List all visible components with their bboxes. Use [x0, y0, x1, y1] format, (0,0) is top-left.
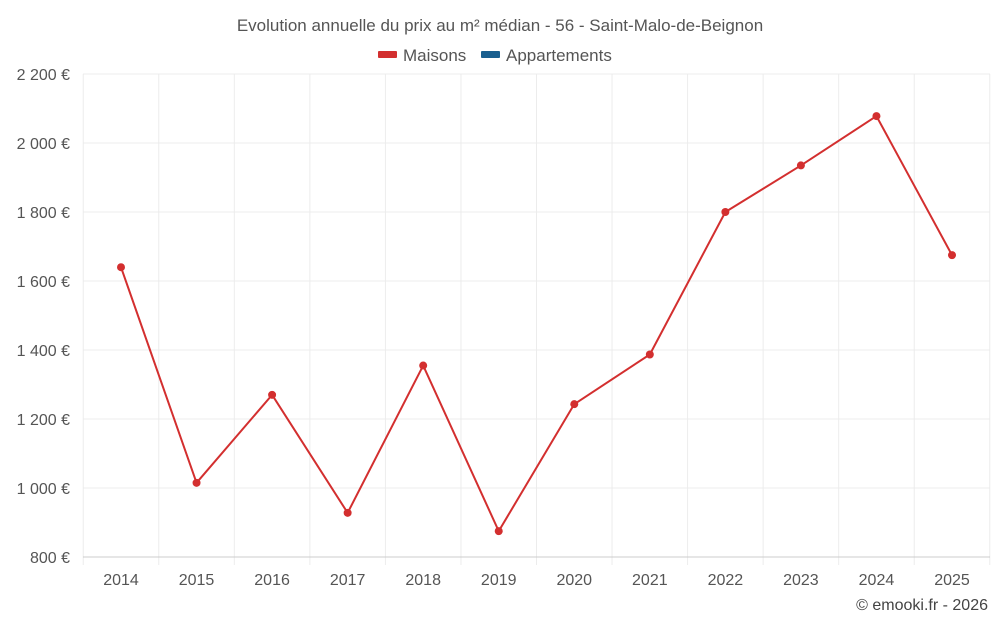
legend-label-maisons: Maisons: [403, 46, 466, 65]
x-tick-label: 2020: [556, 572, 592, 589]
legend-swatch-appartements: [481, 51, 500, 58]
data-point-maisons-2022[interactable]: [721, 208, 730, 216]
y-tick-label: 2 000 €: [17, 136, 70, 153]
data-point-maisons-2015[interactable]: [192, 478, 201, 487]
x-tick-label: 2019: [481, 572, 517, 589]
x-tick-label: 2025: [934, 572, 970, 589]
legend-swatch-maisons: [378, 51, 397, 58]
y-tick-label: 2 200 €: [17, 67, 70, 84]
data-point-maisons-2016[interactable]: [268, 390, 277, 399]
data-point-maisons-2019[interactable]: [494, 527, 503, 536]
x-axis-labels: 2014 2015 2016 2017 2018 2019 2020 2021 2022 2023…: [103, 572, 970, 589]
y-tick-label: 1 800 €: [17, 205, 70, 222]
x-tick-label: 2024: [859, 572, 895, 589]
legend-label-appartements: Appartements: [506, 46, 612, 65]
credit-text: © emooki.fr - 2026: [856, 597, 988, 614]
y-tick-label: 1 600 €: [17, 274, 70, 291]
data-point-maisons-2025[interactable]: [948, 251, 956, 260]
x-tick-label: 2023: [783, 572, 819, 589]
x-tick-label: 2015: [179, 572, 215, 589]
data-point-maisons-2017[interactable]: [343, 508, 352, 517]
y-tick-label: 1 400 €: [17, 343, 70, 360]
data-point-maisons-2024[interactable]: [872, 112, 881, 121]
y-tick-label: 1 000 €: [17, 481, 70, 498]
x-tick-label: 2014: [103, 572, 139, 589]
x-tick-label: 2017: [330, 572, 366, 589]
y-tick-label: 1 200 €: [17, 412, 70, 429]
data-point-maisons-2020[interactable]: [570, 400, 579, 409]
data-point-maisons-2021[interactable]: [645, 350, 654, 359]
data-points-maisons: [117, 112, 956, 536]
legend-item-maisons[interactable]: Maisons: [378, 46, 466, 65]
y-tick-label: 800 €: [30, 550, 70, 567]
x-tick-label: 2021: [632, 572, 668, 589]
data-point-maisons-2014[interactable]: [117, 263, 125, 272]
x-tick-label: 2022: [708, 572, 744, 589]
y-axis-labels: 800 € 1 000 € 1 200 € 1 400 € 1 600 € 1 800 €…: [17, 67, 70, 567]
legend: Maisons Appartements: [378, 46, 612, 65]
series-line-maisons: [120, 115, 953, 533]
legend-item-appartements[interactable]: Appartements: [481, 46, 612, 65]
x-tick-label: 2018: [405, 572, 441, 589]
x-gridlines: [82, 74, 991, 565]
data-point-maisons-2023[interactable]: [796, 161, 805, 170]
chart-title: Evolution annuelle du prix au m² médian …: [237, 16, 763, 35]
x-tick-label: 2016: [254, 572, 290, 589]
data-point-maisons-2018[interactable]: [419, 361, 428, 370]
